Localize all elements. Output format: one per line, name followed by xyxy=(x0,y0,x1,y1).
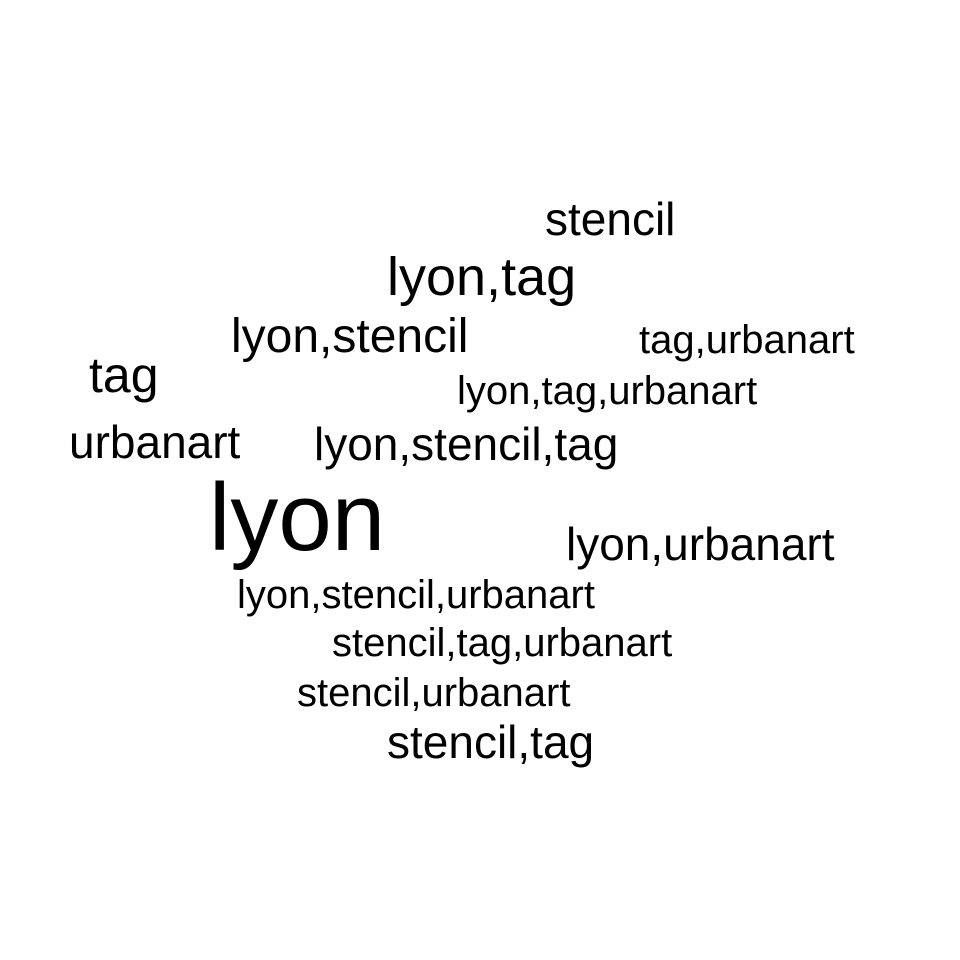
cloud-word-lyon: lyon xyxy=(209,464,386,571)
cloud-word-lyon-stencil-tag: lyon,stencil,tag xyxy=(314,418,619,470)
cloud-word-lyon-tag: lyon,tag xyxy=(387,247,577,307)
cloud-word-lyon-tag-urbanart: lyon,tag,urbanart xyxy=(457,369,758,413)
cloud-word-tag: tag xyxy=(89,347,159,403)
cloud-word-urbanart: urbanart xyxy=(69,416,241,468)
cloud-word-lyon-stencil: lyon,stencil xyxy=(231,310,469,363)
cloud-word-stencil-urbanart: stencil,urbanart xyxy=(297,671,571,715)
cloud-word-lyon-stencil-urbanart: lyon,stencil,urbanart xyxy=(237,573,595,617)
cloud-word-stencil-tag-urbanart: stencil,tag,urbanart xyxy=(332,621,673,665)
cloud-word-tag-urbanart: tag,urbanart xyxy=(639,318,855,362)
cloud-word-stencil-tag: stencil,tag xyxy=(387,716,595,768)
cloud-word-stencil: stencil xyxy=(545,193,676,245)
cloud-word-lyon-urbanart: lyon,urbanart xyxy=(566,518,835,570)
